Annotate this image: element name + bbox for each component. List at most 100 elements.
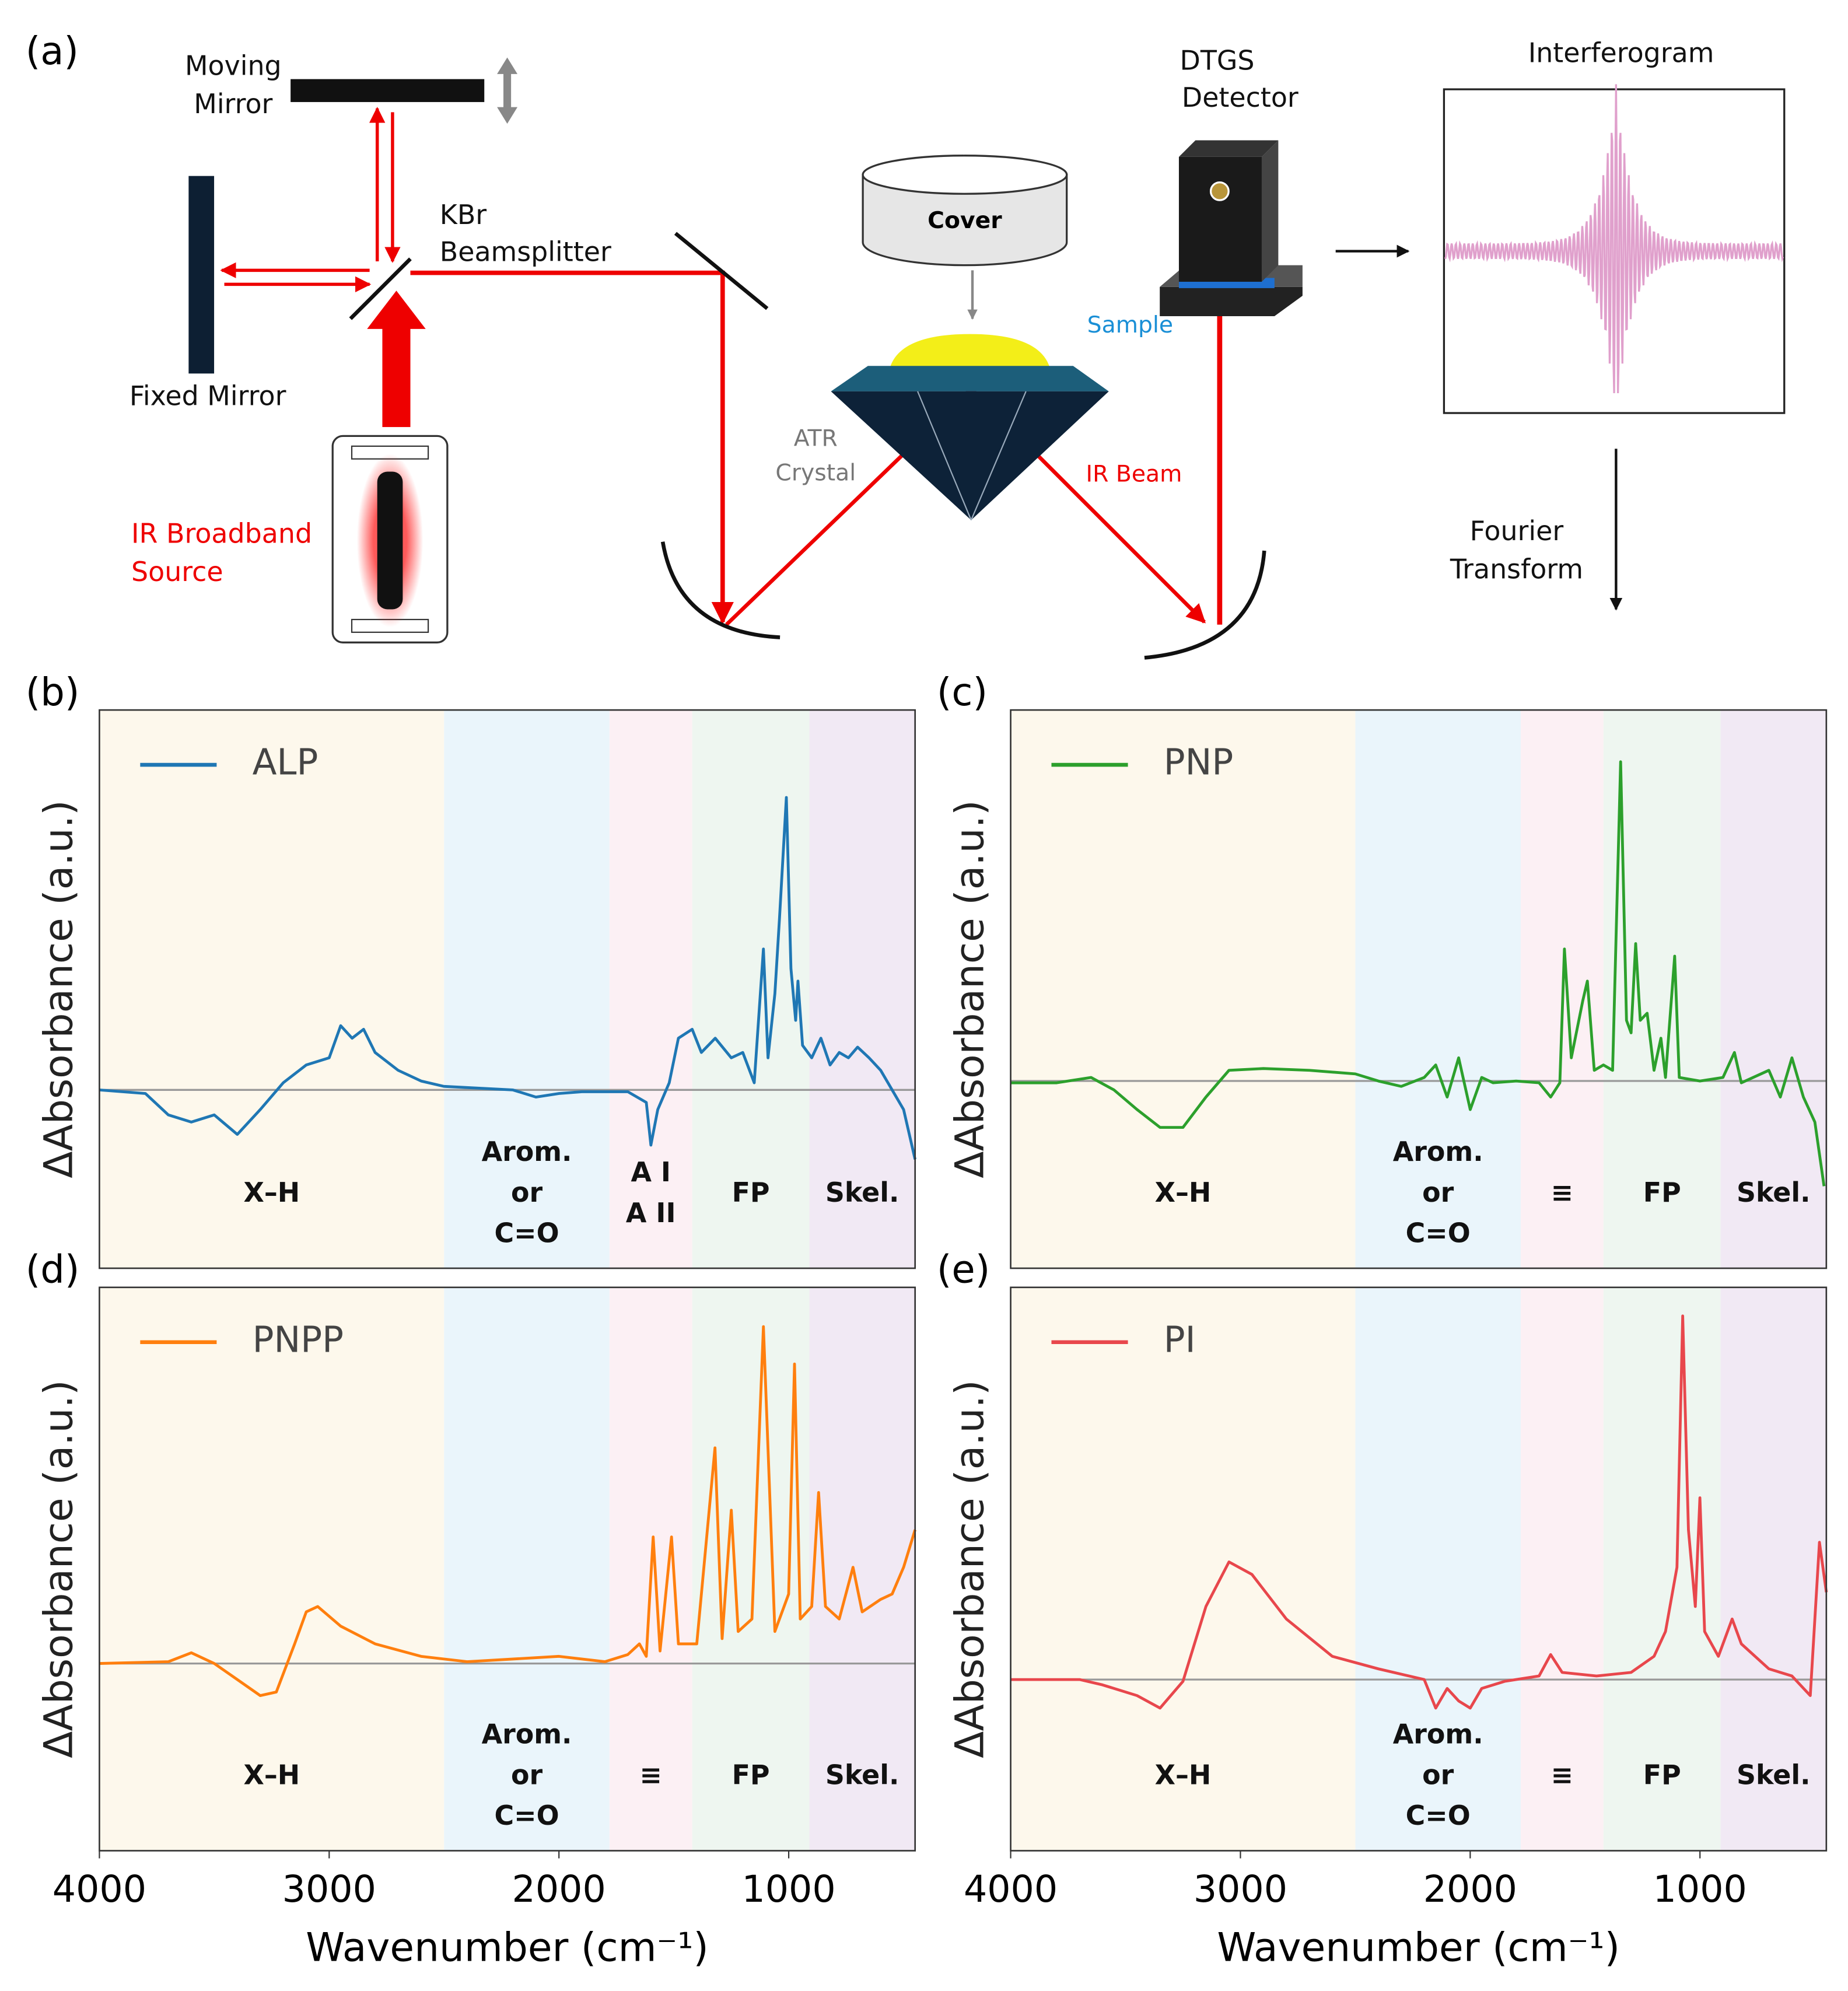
moving-mirror xyxy=(290,79,485,102)
sample xyxy=(888,334,1052,376)
region-label: Arom. xyxy=(482,1718,572,1749)
panel-label: (a) xyxy=(26,29,79,74)
panel-label: (c) xyxy=(937,670,988,715)
legend-label: PI xyxy=(1164,1319,1196,1360)
plot-frame xyxy=(99,709,916,1269)
label: Fixed Mirror xyxy=(130,380,286,411)
x-axis-label: Wavenumber (cm⁻¹) xyxy=(306,1924,709,1970)
region-label: X–H xyxy=(243,1177,300,1208)
region xyxy=(1010,1287,1356,1851)
x-tick-label: 3000 xyxy=(1194,1867,1287,1910)
curved-mirror xyxy=(1144,550,1266,660)
y-axis-label: ΔAbsorbance (a.u.) xyxy=(35,800,81,1178)
mirror-motion xyxy=(497,57,518,124)
region-label: FP xyxy=(1643,1177,1681,1208)
region-label: FP xyxy=(732,1177,770,1208)
label: Source xyxy=(131,556,223,587)
label: KBr xyxy=(440,199,487,230)
detector xyxy=(1160,140,1303,316)
region xyxy=(1010,710,1356,1269)
region-label: X–H xyxy=(1155,1759,1212,1790)
x-tick-label: 4000 xyxy=(52,1867,146,1910)
label: Sample xyxy=(1087,312,1173,338)
label: Mirror xyxy=(194,88,272,120)
x-tick-label: 3000 xyxy=(282,1867,376,1910)
source-beam xyxy=(382,325,411,428)
label: Cover xyxy=(928,208,1002,234)
region-label: Skel. xyxy=(1737,1177,1811,1208)
region-label: A II xyxy=(626,1197,676,1229)
source-beam-head xyxy=(367,291,426,329)
label: Fourier xyxy=(1470,515,1564,547)
label: ATR xyxy=(794,425,838,452)
label: Transform xyxy=(1450,553,1583,585)
diagram: (a) Moving Mirror Fixed Mirror KBr Beams… xyxy=(26,29,1786,660)
label: DTGS xyxy=(1180,45,1255,76)
label: Moving xyxy=(185,50,282,81)
region xyxy=(1720,710,1826,1269)
crystal-top xyxy=(831,366,1109,391)
region-label: ≡ xyxy=(1551,1759,1573,1790)
panel-label: (d) xyxy=(26,1248,80,1292)
x-tick-label: 2000 xyxy=(1423,1867,1517,1910)
fold-mirror xyxy=(674,232,769,310)
spectrum xyxy=(99,796,917,1160)
region xyxy=(692,710,810,1269)
beamsplitter xyxy=(349,257,412,320)
region xyxy=(1603,710,1721,1269)
label: Detector xyxy=(1182,82,1298,113)
label: Crystal xyxy=(775,460,856,486)
x-tick-label: 1000 xyxy=(1653,1867,1747,1910)
label: Interferogram xyxy=(1528,37,1714,69)
region-label: Arom. xyxy=(482,1136,572,1167)
region-label: C=O xyxy=(494,1217,559,1249)
region-label: C=O xyxy=(494,1800,559,1831)
region xyxy=(444,710,610,1269)
region xyxy=(609,710,692,1269)
crystal-facets xyxy=(917,391,1027,520)
region-label: ≡ xyxy=(1551,1177,1573,1208)
legend-label: PNP xyxy=(1164,742,1234,783)
region-label: or xyxy=(1422,1177,1454,1208)
plot-frame xyxy=(99,1286,916,1852)
region-label: C=O xyxy=(1406,1800,1471,1831)
y-axis-label: ΔAbsorbance (a.u.) xyxy=(947,1380,993,1758)
region xyxy=(99,1287,444,1851)
legend-label: PNPP xyxy=(253,1319,344,1360)
panel-label: (e) xyxy=(937,1248,990,1292)
region-label: X–H xyxy=(1155,1177,1212,1208)
plot-frame xyxy=(1010,1286,1828,1852)
panel-label: (b) xyxy=(26,670,80,715)
curved-mirror xyxy=(660,541,780,639)
region-label: ≡ xyxy=(640,1759,662,1790)
label: IR Beam xyxy=(1086,461,1182,488)
x-tick-label: 2000 xyxy=(512,1867,606,1910)
region-label: FP xyxy=(1643,1759,1681,1790)
label: IR Broadband xyxy=(131,517,312,549)
region-label: Skel. xyxy=(1737,1759,1811,1790)
region-label: Skel. xyxy=(825,1177,900,1208)
region-label: C=O xyxy=(1406,1217,1471,1249)
y-axis-label: ΔAbsorbance (a.u.) xyxy=(35,1380,81,1758)
cover xyxy=(862,155,1068,267)
x-axis-label: Wavenumber (cm⁻¹) xyxy=(1217,1924,1620,1970)
region-label: or xyxy=(511,1177,543,1208)
x-tick-label: 1000 xyxy=(741,1867,835,1910)
spectrum xyxy=(1010,1314,1828,1710)
region xyxy=(1355,1287,1521,1851)
spectrum xyxy=(1010,760,1826,1187)
interferogram-signal xyxy=(1444,84,1784,393)
region xyxy=(1520,1287,1604,1851)
legend-label: ALP xyxy=(253,742,318,783)
y-axis-label: ΔAbsorbance (a.u.) xyxy=(947,800,993,1178)
region xyxy=(809,1287,915,1851)
region xyxy=(1720,1287,1826,1851)
region xyxy=(99,710,444,1269)
region-label: or xyxy=(1422,1759,1454,1790)
fixed-mirror xyxy=(188,176,215,374)
source xyxy=(331,435,449,643)
region xyxy=(444,1287,610,1851)
crystal xyxy=(831,391,1109,520)
label: Beamsplitter xyxy=(440,236,611,267)
region-label: Arom. xyxy=(1393,1718,1483,1749)
